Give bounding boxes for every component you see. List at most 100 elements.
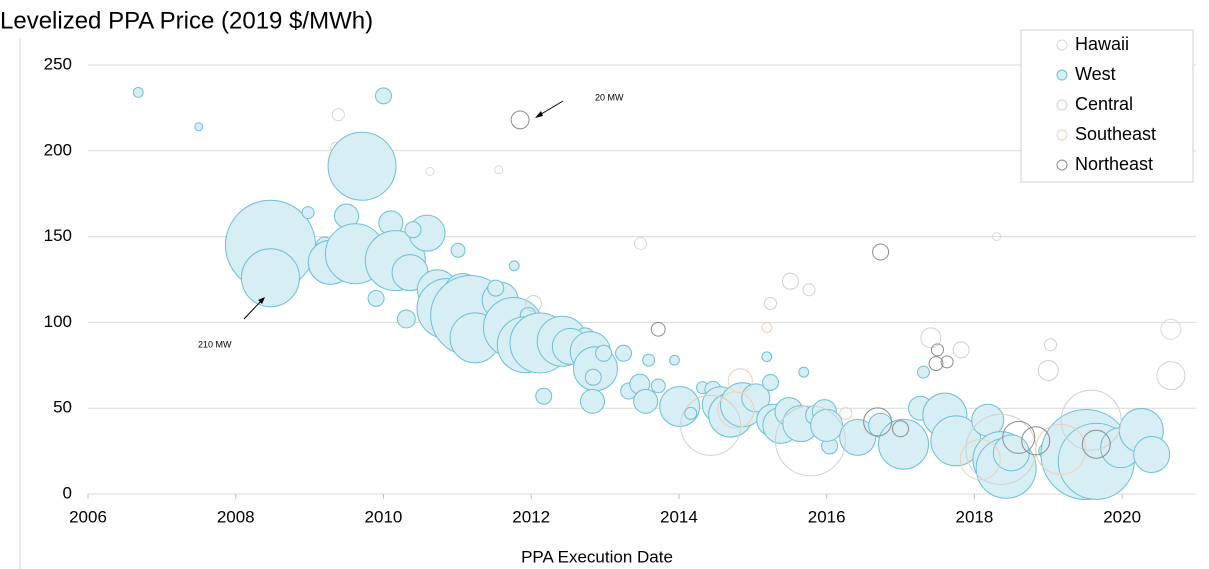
bubble	[301, 206, 315, 220]
bubble	[487, 279, 505, 297]
bubble	[761, 322, 773, 333]
x-tick-label: 2014	[660, 507, 698, 526]
bubble	[774, 405, 846, 477]
bubble	[331, 108, 345, 122]
bubble	[872, 243, 890, 261]
bubble	[1037, 359, 1059, 381]
bubble	[327, 131, 397, 201]
bubble	[992, 232, 1002, 242]
bubble	[634, 236, 648, 250]
y-tick-label: 250	[44, 54, 72, 73]
bubbles	[132, 87, 1186, 501]
x-tick-label: 2018	[955, 507, 993, 526]
legend-label: Hawaii	[1075, 34, 1129, 54]
bubble	[959, 439, 1001, 481]
bubble	[764, 297, 778, 311]
bubble	[940, 355, 954, 369]
bubble	[684, 406, 698, 420]
bubble	[494, 165, 504, 175]
bubble	[659, 385, 701, 427]
chart-title: Levelized PPA Price (2019 $/MWh)	[0, 7, 373, 34]
bubble	[878, 418, 929, 470]
bubble	[798, 366, 810, 378]
bubble	[615, 344, 633, 362]
bubble	[916, 365, 930, 379]
bubble	[839, 406, 853, 420]
y-tick-label: 50	[53, 398, 72, 417]
bubble	[761, 351, 773, 363]
bubble	[584, 368, 602, 386]
legend-marker	[1056, 99, 1068, 111]
bubble	[930, 343, 944, 357]
bubble	[425, 166, 435, 176]
bubble	[1156, 361, 1186, 391]
x-tick-label: 2012	[512, 507, 550, 526]
bubble	[580, 388, 606, 414]
y-tick-label: 0	[63, 483, 72, 502]
x-tick-label: 2016	[808, 507, 846, 526]
x-tick-label: 2020	[1103, 507, 1141, 526]
bubble	[535, 387, 553, 405]
y-tick-label: 100	[44, 312, 72, 331]
bubble	[892, 420, 910, 438]
bubble	[839, 418, 877, 456]
bubble	[928, 356, 944, 372]
bubble	[1160, 318, 1182, 340]
annotation: 210 MW	[198, 339, 232, 349]
legend-marker	[1056, 69, 1068, 81]
bubble	[595, 344, 613, 362]
bubble	[1035, 423, 1087, 475]
grid: 0 50 100 150 200 250 2006 2008 2010 2012 2014 2016 2…	[44, 54, 1196, 526]
bubble	[952, 341, 970, 359]
bubble	[450, 242, 466, 258]
bubble	[510, 110, 530, 130]
bubble	[920, 327, 942, 349]
bubble	[1133, 436, 1171, 474]
bubble	[367, 289, 385, 307]
x-tick-label: 2010	[365, 507, 403, 526]
bubble	[650, 378, 666, 394]
x-axis-label: PPA Execution Date	[521, 547, 673, 566]
annotation: 20 MW	[595, 92, 624, 102]
legend-box	[1020, 29, 1194, 183]
legend-marker	[1056, 39, 1068, 51]
annotation-arrow	[537, 100, 564, 117]
y-tick-label: 150	[44, 226, 72, 245]
bubble	[762, 373, 780, 391]
bubble	[741, 383, 771, 413]
bubble	[508, 260, 520, 272]
arrow-head	[535, 111, 543, 118]
legend-label: Southeast	[1075, 124, 1156, 144]
bubble	[669, 354, 680, 366]
legend: Hawaii West Central Southeast Northeast	[1020, 29, 1194, 183]
bubble	[633, 388, 659, 414]
bubble	[781, 272, 799, 290]
arrow-head	[258, 297, 265, 304]
bubble	[524, 295, 542, 313]
bubble	[1021, 426, 1051, 456]
bubble	[717, 391, 755, 429]
y-tick-label: 200	[44, 140, 72, 159]
bubble	[1043, 338, 1057, 352]
x-tick-label: 2008	[217, 507, 255, 526]
bubble	[132, 87, 144, 98]
bubble	[374, 87, 392, 105]
bubble	[1002, 420, 1036, 454]
bubble	[404, 221, 422, 239]
bubble	[810, 408, 844, 442]
x-tick-label: 2006	[69, 507, 107, 526]
legend-label: Northeast	[1075, 154, 1153, 174]
legend-marker	[1056, 129, 1068, 141]
bubble	[396, 309, 416, 329]
bubble	[802, 283, 816, 297]
bubble	[863, 407, 893, 437]
annotation-arrow	[243, 299, 263, 320]
bubble	[1060, 389, 1122, 451]
bubble	[194, 122, 204, 132]
legend-label: Central	[1075, 94, 1133, 114]
bubble	[1081, 429, 1111, 459]
legend-marker	[1056, 159, 1068, 171]
bubble	[650, 321, 666, 337]
bubble	[680, 394, 742, 456]
